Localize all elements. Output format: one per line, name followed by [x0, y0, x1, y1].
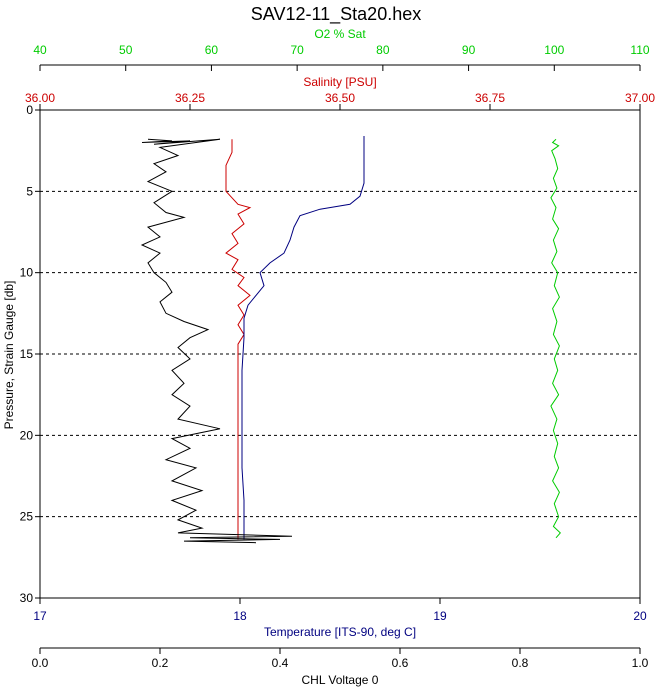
chart-title: SAV12-11_Sta20.hex	[251, 4, 421, 25]
temperature-tick-label: 20	[633, 609, 647, 623]
chl-tick-label: 0.8	[512, 656, 529, 670]
pressure-tick-label: 30	[20, 591, 34, 605]
chl-tick-label: 0.4	[272, 656, 289, 670]
oxygen-axis-title: O2 % Sat	[314, 27, 366, 41]
series-lines	[140, 136, 561, 544]
oxygen-tick-label: 80	[376, 43, 390, 57]
oxygen-series-line	[550, 138, 561, 539]
salinity-tick-label: 36.00	[25, 91, 55, 105]
temperature-tick-label: 18	[233, 609, 247, 623]
salinity-tick-label: 36.25	[175, 91, 205, 105]
salinity-tick-label: 36.50	[325, 91, 355, 105]
pressure-tick-label: 10	[20, 266, 34, 280]
oxygen-tick-label: 40	[33, 43, 47, 57]
salinity-series-line	[225, 139, 252, 540]
salinity-tick-label: 37.00	[625, 91, 655, 105]
chl-tick-label: 0.0	[32, 656, 49, 670]
temperature-tick-label: 17	[33, 609, 47, 623]
oxygen-tick-label: 100	[544, 43, 564, 57]
pressure-axis-title: Pressure, Strain Gauge [db]	[2, 281, 16, 430]
temperature-axis-title: Temperature [ITS-90, deg C]	[264, 625, 416, 639]
temperature-series-line	[241, 136, 365, 540]
temperature-tick-label: 19	[433, 609, 447, 623]
pressure-tick-label: 5	[26, 184, 33, 198]
chl-series-line	[140, 138, 293, 544]
pressure-tick-label: 0	[26, 103, 33, 117]
grid-lines	[40, 190, 640, 518]
pressure-tick-label: 20	[20, 428, 34, 442]
pressure-tick-label: 25	[20, 510, 34, 524]
chl-axis-title: CHL Voltage 0	[302, 673, 379, 687]
oxygen-tick-label: 50	[119, 43, 133, 57]
salinity-axis-title: Salinity [PSU]	[303, 75, 376, 89]
salinity-tick-label: 36.75	[475, 91, 505, 105]
oxygen-tick-label: 110	[630, 43, 649, 57]
oxygen-tick-label: 90	[462, 43, 476, 57]
chl-tick-label: 0.6	[392, 656, 409, 670]
chl-tick-label: 0.2	[152, 656, 169, 670]
pressure-tick-label: 15	[20, 347, 34, 361]
oxygen-tick-label: 70	[290, 43, 304, 57]
chl-tick-label: 1.0	[632, 656, 649, 670]
oxygen-tick-label: 60	[205, 43, 219, 57]
